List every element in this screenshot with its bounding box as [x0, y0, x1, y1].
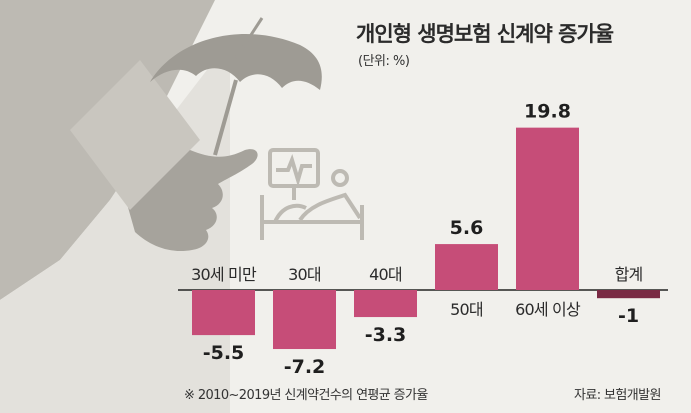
bar [597, 290, 660, 299]
bar [192, 290, 255, 336]
category-label: 합계 [615, 265, 643, 284]
source-label: 자료: 보험개발원 [574, 388, 661, 403]
value-label: -3.3 [365, 324, 407, 346]
category-label: 50대 [450, 300, 483, 319]
category-label: 60세 이상 [515, 300, 581, 319]
value-label: 19.8 [524, 101, 571, 123]
bar [354, 290, 417, 318]
bar [273, 290, 336, 350]
footnote: ※ 2010~2019년 신계약건수의 연평균 증가율 [184, 388, 428, 403]
value-label: -5.5 [203, 342, 245, 364]
value-label: 5.6 [450, 217, 484, 239]
bar [516, 127, 579, 290]
chart-title: 개인형 생명보험 신계약 증가율 [356, 22, 614, 46]
hand-icon [70, 60, 258, 252]
bar-chart: 30세 미만 -5.5 30대 -7.2 40대 -3.3 50대 5.6 60세 이상 19.8… [178, 101, 668, 378]
value-label: -7.2 [284, 356, 326, 378]
category-label: 40대 [369, 265, 402, 284]
category-label: 30세 미만 [191, 265, 257, 284]
value-label: -1 [618, 305, 639, 327]
unit-label: (단위: %) [358, 54, 410, 69]
category-label: 30대 [288, 265, 321, 284]
illustration [0, 0, 364, 413]
bar [435, 244, 498, 290]
umbrella-icon [150, 17, 322, 156]
hospital-bed-icon [260, 148, 364, 240]
